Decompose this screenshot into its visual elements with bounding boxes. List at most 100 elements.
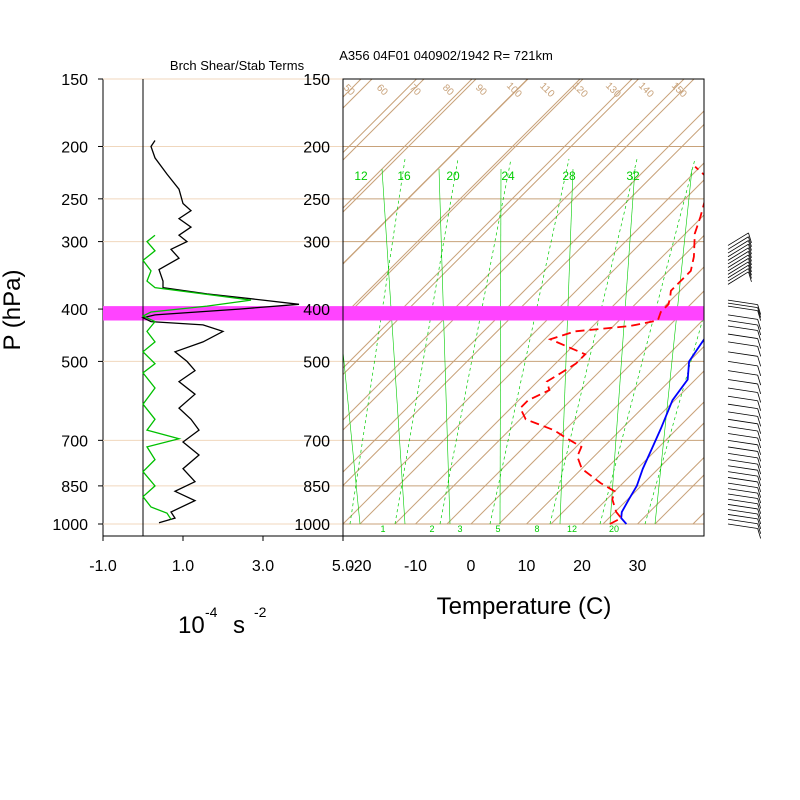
- wind-barb-feather: [757, 523, 762, 534]
- dry-adiabat: [343, 110, 704, 473]
- mixing-ratio-label: 12: [567, 524, 577, 534]
- wind-barb-staff: [727, 395, 758, 402]
- right-y-tick-label: 300: [303, 235, 330, 252]
- dry-adiabat: [0, 79, 268, 524]
- wind-barb-feather: [757, 430, 762, 442]
- dry-adiabat: [343, 79, 581, 317]
- left-y-tick-label: 250: [61, 192, 88, 209]
- dry-adiabat-label: 60: [374, 82, 390, 98]
- right-x-tick-label: 0: [467, 558, 476, 575]
- mixing-ratio-line: [394, 158, 459, 525]
- moist-adiabat: [381, 168, 406, 525]
- wind-barb-staff: [727, 370, 758, 376]
- wind-barb-staff: [727, 403, 758, 410]
- right-x-tick-label: -20: [348, 558, 371, 575]
- isotherm: [0, 79, 195, 524]
- wind-barb-feather: [748, 261, 752, 272]
- left-y-tick-label: 300: [61, 235, 88, 252]
- wind-barb-staff: [727, 314, 758, 320]
- wind-barb-feather: [757, 492, 762, 504]
- dry-adiabat-label: 80: [440, 82, 456, 98]
- wind-barb-staff: [727, 240, 749, 254]
- wind-barb-feather: [757, 513, 762, 525]
- right-y-tick-label: 250: [303, 192, 330, 209]
- wind-barb-feather: [757, 476, 762, 487]
- wind-barb-staff: [727, 488, 758, 494]
- dry-adiabat: [602, 422, 704, 525]
- wind-barb-staff: [727, 268, 749, 282]
- dry-adiabat-label: 110: [537, 81, 556, 100]
- wind-barb-staff: [727, 482, 758, 488]
- isotherm: [470, 290, 704, 525]
- wind-barb-feather: [757, 503, 762, 514]
- right-y-tick-label: 850: [303, 479, 330, 496]
- left-y-tick-label: 150: [61, 72, 88, 89]
- left-series-line-1: [141, 234, 252, 520]
- wind-barb-staff: [727, 433, 758, 439]
- highlight-band: [103, 306, 343, 321]
- wind-barb-feather: [757, 304, 762, 315]
- wind-barbs: [727, 232, 762, 539]
- moist-adiabat: [559, 168, 574, 525]
- wind-barb-feather: [757, 374, 762, 386]
- right-x-tick-labels: -20 -10 0 10 20 30: [348, 558, 646, 575]
- wind-barb-staff: [727, 411, 758, 417]
- wind-barb-feather: [748, 232, 752, 244]
- wind-barb-feather: [748, 244, 752, 255]
- dry-adiabat-label: 140: [636, 80, 656, 100]
- shear-stab-panel: 150 200 250 300 400 500 700 850 1000 -1.0 1.0 3.0 5…: [52, 72, 354, 575]
- left-x-axis-label-unit: s: [233, 612, 245, 639]
- wind-barb-feather: [757, 392, 762, 403]
- isotherm: [343, 79, 584, 320]
- y-axis-label: P (hPa): [0, 270, 26, 351]
- left-highlight-band: [103, 306, 343, 321]
- dry-adiabat: [0, 79, 216, 524]
- wind-barb-staff: [727, 325, 758, 331]
- wind-barb-staff: [727, 498, 758, 505]
- wind-barb-staff: [727, 361, 758, 367]
- isotherm: [343, 79, 473, 209]
- dewpoint-line: [519, 166, 704, 525]
- right-highlight-band: [343, 306, 704, 321]
- wind-barb-staff: [727, 459, 758, 465]
- wind-barb-feather: [757, 346, 762, 357]
- left-x-tick-label: 3.0: [252, 558, 274, 575]
- mixing-ratio-label: 8: [534, 524, 539, 534]
- wind-barb-feather: [757, 451, 762, 462]
- left-x-axis-label: 10 -4 s -2: [178, 604, 267, 639]
- left-y-tick-label: 500: [61, 354, 88, 371]
- isotherm: [415, 234, 704, 525]
- wind-barb-feather: [757, 356, 762, 367]
- mixing-ratio-label: 24: [501, 169, 515, 183]
- wind-barb-feather: [757, 487, 762, 498]
- wind-barb-staff: [727, 251, 749, 265]
- right-x-tick-label: 30: [629, 558, 647, 575]
- skewt-panel: 150 200 250 300 400 500 700 850 1000 -20 -10 0 10 20…: [0, 72, 800, 575]
- skewt-background: [0, 79, 800, 525]
- isotherm: [343, 79, 639, 376]
- wind-barb-feather: [748, 258, 752, 269]
- dry-adiabat: [394, 214, 704, 525]
- left-x-axis-label-base: 10: [178, 612, 205, 639]
- dry-adiabat: [759, 79, 800, 524]
- wind-barb-feather: [757, 383, 762, 395]
- mixing-ratio-line: [349, 158, 406, 525]
- wind-barb-staff: [727, 351, 758, 357]
- mixing-ratio-label: 3: [457, 524, 462, 534]
- wind-barb-staff: [727, 426, 758, 432]
- wind-barb-staff: [727, 320, 758, 326]
- wind-barb-feather: [757, 498, 762, 509]
- dry-adiabat: [343, 79, 633, 369]
- left-y-tick-label: 1000: [52, 517, 88, 534]
- wind-barb-feather: [757, 528, 762, 539]
- right-y-tick-label: 400: [303, 302, 330, 319]
- dry-adiabat-label: 100: [504, 80, 524, 100]
- left-x-axis-label-exp2: -2: [254, 604, 267, 620]
- wind-barb-feather: [748, 251, 752, 262]
- left-x-axis-label-exp1: -4: [205, 604, 218, 620]
- dry-adiabat: [550, 370, 704, 525]
- dry-adiabat: [343, 162, 704, 525]
- temperature-line: [620, 337, 704, 525]
- wind-barb-staff: [727, 236, 749, 250]
- left-x-tick-label: 1.0: [172, 558, 194, 575]
